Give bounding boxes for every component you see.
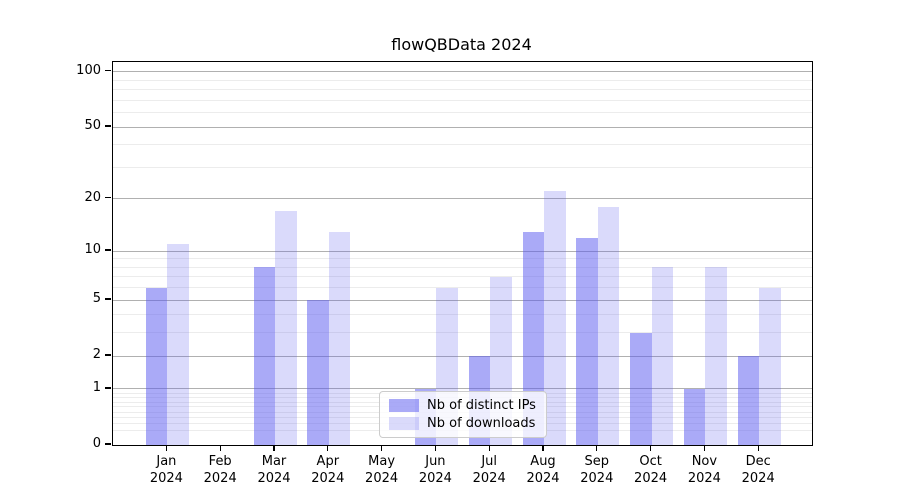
x-tick-label: Jan 2024 <box>149 454 183 486</box>
y-tick-mark <box>105 387 111 389</box>
bar-distinct-ips <box>576 237 598 445</box>
minor-gridline <box>113 144 812 146</box>
minor-gridline <box>113 332 812 334</box>
legend-item-distinct-ips: Nb of distinct IPs <box>389 398 537 413</box>
x-tick-mark <box>434 446 437 451</box>
major-gridline <box>113 388 812 390</box>
y-tick-label: 50 <box>84 118 101 134</box>
legend-swatch-downloads <box>389 417 419 430</box>
x-tick-label: Jun 2024 <box>418 454 452 486</box>
legend-label-downloads: Nb of downloads <box>427 416 536 431</box>
major-gridline <box>113 126 812 128</box>
x-tick-label: May 2024 <box>365 454 399 486</box>
x-tick-label: Dec 2024 <box>741 454 775 486</box>
minor-gridline <box>113 258 812 260</box>
bar-downloads <box>544 191 566 445</box>
x-tick-mark <box>327 446 329 451</box>
minor-gridline <box>113 89 812 91</box>
y-tick-label: 0 <box>92 436 101 451</box>
minor-gridline <box>113 112 812 114</box>
chart-title: flowQBData 2024 <box>391 35 532 54</box>
x-tick-label: Mar 2024 <box>257 454 291 486</box>
legend: Nb of distinct IPs Nb of downloads <box>379 391 547 438</box>
x-tick-label: Aug 2024 <box>526 454 560 486</box>
bar-downloads <box>705 267 727 445</box>
bar-downloads <box>597 206 620 445</box>
bar-distinct-ips <box>145 287 168 445</box>
y-tick-label: 10 <box>84 242 101 258</box>
y-tick-mark <box>105 197 111 199</box>
minor-gridline <box>113 276 812 278</box>
x-tick-mark <box>219 446 221 451</box>
bar-downloads <box>167 244 189 445</box>
minor-gridline <box>113 79 812 81</box>
minor-gridline <box>113 314 812 316</box>
bar-downloads <box>759 287 781 445</box>
major-gridline <box>113 299 812 301</box>
y-tick-label: 20 <box>84 189 101 205</box>
bar-distinct-ips <box>683 388 706 445</box>
x-tick-mark <box>273 446 275 451</box>
y-tick-mark <box>105 354 111 356</box>
legend-label-distinct-ips: Nb of distinct IPs <box>427 398 536 413</box>
major-gridline <box>113 355 812 357</box>
y-tick-mark <box>105 249 111 251</box>
minor-gridline <box>113 166 812 168</box>
minor-gridline <box>113 266 812 268</box>
plot-area <box>112 61 813 446</box>
x-tick-label: Jul 2024 <box>472 454 506 486</box>
x-tick-mark <box>649 446 652 451</box>
y-tick-label: 1 <box>92 379 101 395</box>
x-tick-label: Nov 2024 <box>687 454 721 486</box>
legend-item-downloads: Nb of downloads <box>389 416 537 431</box>
minor-gridline <box>113 287 812 289</box>
x-tick-label: Apr 2024 <box>311 454 345 486</box>
y-tick-label: 5 <box>92 291 101 307</box>
x-tick-mark <box>542 446 544 451</box>
x-tick-mark <box>488 446 490 451</box>
major-gridline <box>113 71 812 73</box>
x-tick-label: Sep 2024 <box>580 454 614 486</box>
y-tick-mark <box>105 70 111 72</box>
bar-downloads <box>275 211 297 445</box>
x-tick-mark <box>165 446 168 451</box>
bar-distinct-ips <box>253 267 275 445</box>
legend-swatch-distinct-ips <box>389 399 419 412</box>
y-tick-mark <box>105 298 111 300</box>
bar-downloads <box>651 267 674 445</box>
bar-downloads <box>328 231 351 445</box>
y-tick-mark <box>105 125 111 127</box>
x-tick-mark <box>757 446 759 451</box>
y-tick-label: 2 <box>92 347 101 363</box>
x-tick-mark <box>596 446 598 451</box>
y-tick-mark <box>105 443 111 445</box>
x-tick-label: Oct 2024 <box>634 454 668 486</box>
x-tick-mark <box>703 446 706 451</box>
bar-distinct-ips <box>307 300 329 445</box>
bar-distinct-ips <box>630 332 652 445</box>
minor-gridline <box>113 99 812 101</box>
x-tick-mark <box>380 446 383 451</box>
bar-distinct-ips <box>737 356 760 445</box>
x-tick-label: Feb 2024 <box>203 454 237 486</box>
major-gridline <box>113 198 812 200</box>
y-tick-label: 100 <box>76 62 101 78</box>
major-gridline <box>113 250 812 252</box>
